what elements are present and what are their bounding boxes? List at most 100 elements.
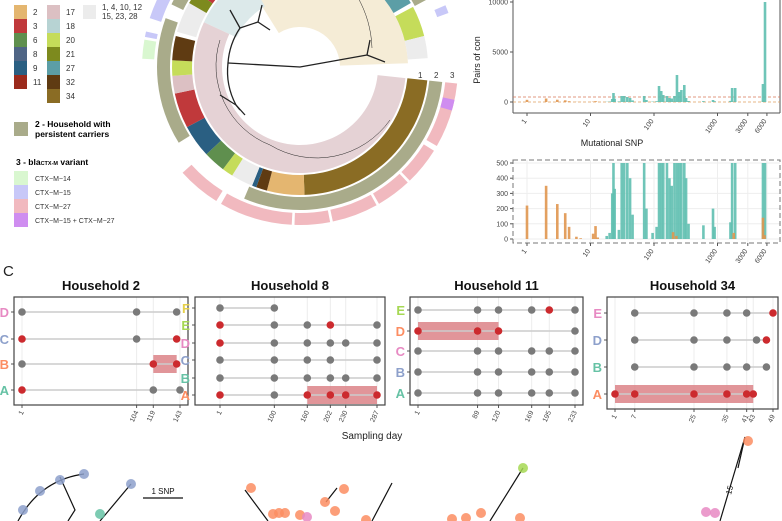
histogram-bar xyxy=(763,235,766,239)
x-tick-label: 1 xyxy=(216,410,224,417)
negative-sample xyxy=(494,389,503,397)
tree-branch xyxy=(219,94,246,116)
histogram-bar xyxy=(684,178,688,239)
histogram-bar xyxy=(670,185,674,239)
ring-variant-segment xyxy=(142,39,157,60)
histogram-bar xyxy=(761,217,765,239)
negative-sample xyxy=(690,363,698,371)
positive-sample xyxy=(341,391,350,399)
histogram-bar xyxy=(594,226,597,239)
y-tick-label: 300 xyxy=(496,191,508,198)
participant-label: A xyxy=(181,388,191,403)
x-axis-label: Mutational SNP xyxy=(581,138,644,148)
isolate-node xyxy=(280,508,290,518)
negative-sample xyxy=(494,306,503,314)
legend-swatch xyxy=(83,5,96,19)
negative-sample xyxy=(341,374,350,382)
histogram-bar xyxy=(555,99,559,102)
ring-household-segment xyxy=(206,140,236,170)
positive-sample xyxy=(172,360,181,368)
negative-sample xyxy=(270,339,279,347)
negative-sample xyxy=(270,304,279,312)
panel-title: Household 8 xyxy=(251,278,329,293)
x-tick-label: 1000 xyxy=(704,118,719,135)
positive-sample xyxy=(611,390,619,398)
positive-sample xyxy=(18,386,26,394)
histogram-bar xyxy=(713,226,716,239)
negative-sample xyxy=(723,309,731,317)
legend-label: 9 xyxy=(33,64,38,73)
legend-label: 18 xyxy=(66,22,75,31)
histogram-bar xyxy=(620,163,624,239)
negative-sample xyxy=(742,363,751,371)
negative-sample xyxy=(630,336,639,344)
negative-sample xyxy=(545,368,554,376)
ring-variant-segment xyxy=(294,210,331,225)
tree-branch xyxy=(17,473,85,521)
legend-swatch xyxy=(14,47,27,61)
legend-swatch xyxy=(47,47,60,61)
participant-label: C xyxy=(396,344,406,359)
positive-sample xyxy=(326,321,335,329)
ring-variant-segment xyxy=(434,5,449,18)
negative-sample xyxy=(270,391,279,399)
negative-sample xyxy=(176,386,184,394)
x-tick-label: 287 xyxy=(370,410,381,424)
tree-branch xyxy=(99,483,132,521)
legend-swatch xyxy=(14,33,27,47)
histogram-bar xyxy=(673,163,676,239)
ring-variant-segment xyxy=(373,173,408,204)
isolate-node xyxy=(743,436,753,446)
legend-title: 3 - blaCTX-M variant xyxy=(16,157,88,167)
panel-frame xyxy=(13,296,189,406)
histogram-bar xyxy=(612,93,615,102)
legend-title-part: variant xyxy=(58,157,88,167)
x-tick-label: 1 xyxy=(18,410,26,417)
negative-sample xyxy=(414,389,422,397)
participant-label: B xyxy=(181,371,190,386)
histogram-bar xyxy=(657,163,661,239)
ring-household-segment xyxy=(176,3,207,38)
histogram-bar xyxy=(761,163,765,239)
positive-sample xyxy=(630,390,639,398)
negative-sample xyxy=(303,356,312,364)
histogram-bar xyxy=(617,229,621,239)
x-tick-label: 233 xyxy=(568,410,579,424)
histogram-bar xyxy=(684,98,688,102)
legend-swatch xyxy=(14,171,28,185)
histogram-bar xyxy=(617,101,621,102)
histogram-bar xyxy=(626,163,629,239)
tree-branch xyxy=(227,54,368,68)
negative-sample xyxy=(723,336,731,344)
negative-sample xyxy=(571,306,579,314)
isolate-node xyxy=(339,484,349,494)
negative-sample xyxy=(527,306,536,314)
negative-sample xyxy=(414,306,422,314)
x-tick-label: 100 xyxy=(643,248,655,262)
histogram-bar xyxy=(763,2,767,102)
x-tick-label: 41 xyxy=(741,414,751,424)
legend-label: 34 xyxy=(66,92,75,101)
histogram-bar xyxy=(668,178,671,239)
panel-frame xyxy=(409,296,584,406)
ring-household-segment xyxy=(404,36,428,60)
x-axis-label: Sampling day xyxy=(342,431,403,442)
histogram-bar xyxy=(733,163,737,239)
histogram-bar xyxy=(680,90,683,102)
histogram-bar xyxy=(680,163,683,239)
negative-sample xyxy=(326,356,335,364)
negative-sample xyxy=(494,368,503,376)
zoom-frame xyxy=(512,159,781,244)
ring-variant-segment xyxy=(426,82,458,146)
tree-branch xyxy=(244,489,269,521)
legend-swatch xyxy=(47,5,60,19)
tree-branch xyxy=(229,4,271,31)
ring-household-segment xyxy=(384,0,411,13)
negative-sample xyxy=(303,339,312,347)
participant-label: E xyxy=(181,318,190,333)
histogram-bar xyxy=(687,223,690,239)
x-tick-label: 1 xyxy=(521,118,529,125)
